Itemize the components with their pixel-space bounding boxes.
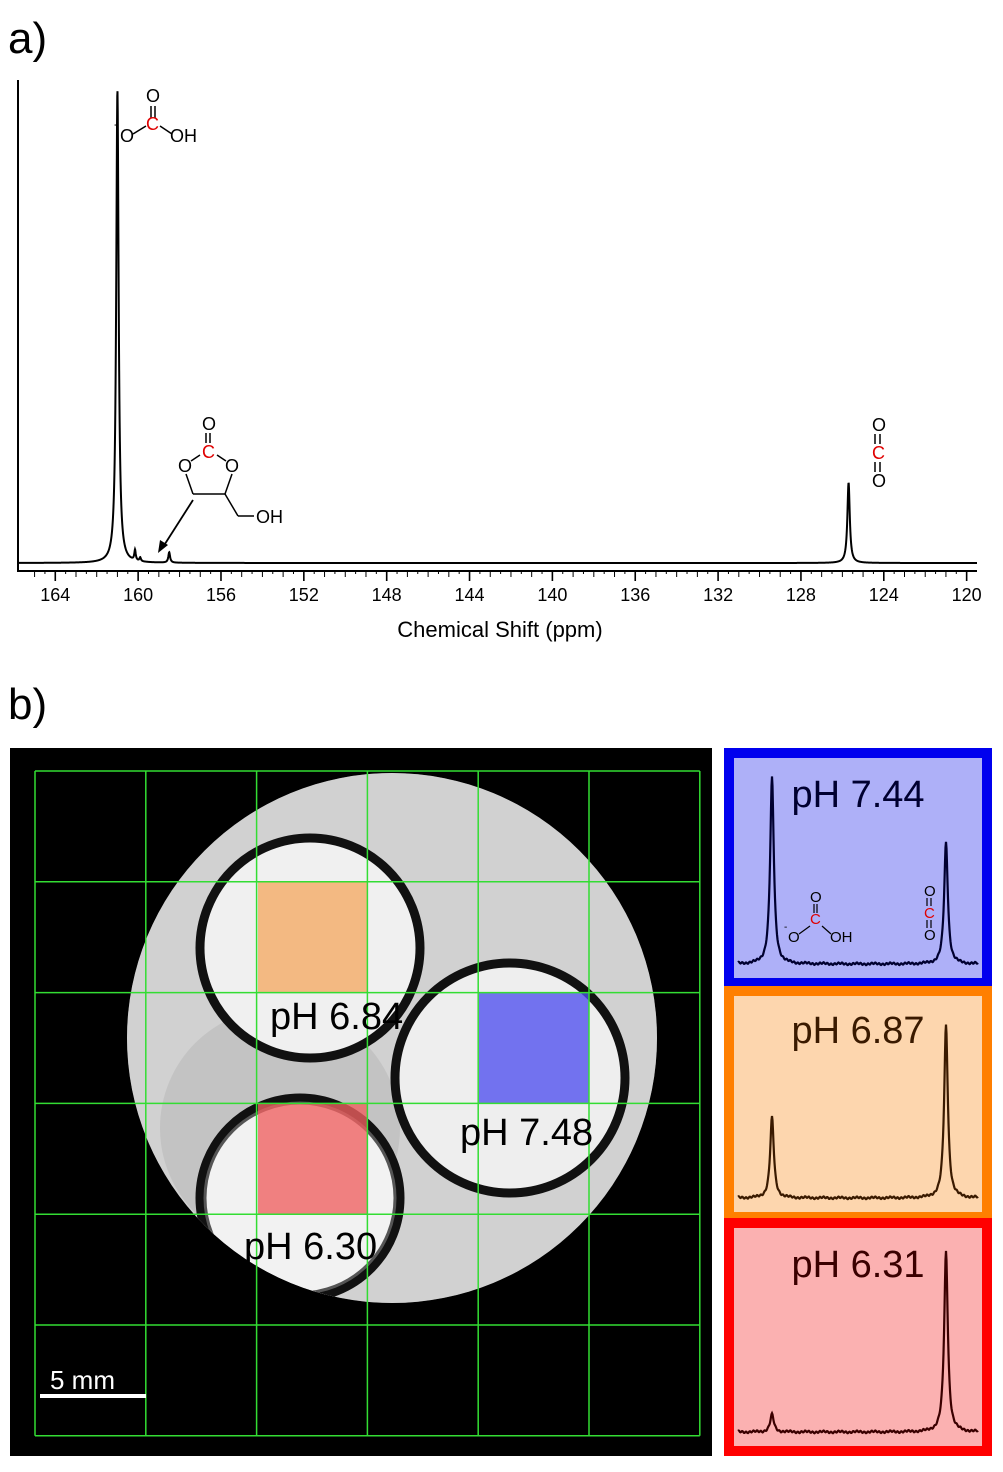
svg-text:C: C — [924, 905, 935, 922]
roi-2-label: pH 7.48 — [460, 1112, 594, 1154]
bicarbonate-structure: O C - O OH — [114, 86, 197, 146]
svg-text:-: - — [784, 922, 787, 933]
x-tick-label: 120 — [952, 585, 982, 605]
x-axis-label: Chemical Shift (ppm) — [397, 617, 602, 642]
cyclic-carbonate-structure: O C O O OH — [158, 414, 283, 553]
co2-structure: O C O — [872, 415, 886, 491]
svg-text:O: O — [924, 883, 936, 900]
spectrum-3-ph-label: pH 6.31 — [791, 1244, 925, 1286]
x-tick-label: 140 — [537, 585, 567, 605]
nmr-spectrum-chart: 164 160 156 152 148 144 140 136 132 128 124 120 Che… — [17, 80, 982, 642]
roi-3 — [258, 1104, 368, 1214]
svg-text:O: O — [810, 889, 822, 906]
x-tick-label: 132 — [703, 585, 733, 605]
spectrum-trace — [18, 91, 977, 564]
roi-3-label: pH 6.30 — [244, 1226, 378, 1268]
svg-text:O: O — [872, 471, 886, 491]
x-axis-ticks: 164 160 156 152 148 144 140 136 132 128 124 120 — [34, 571, 982, 605]
spectrum-panel-ph-7-44: pH 7.44 O C - O OH O C O — [724, 748, 992, 988]
scale-bar — [40, 1394, 146, 1398]
svg-text:C: C — [202, 442, 215, 462]
panel-a-label: a) — [8, 14, 48, 63]
x-tick-label: 152 — [289, 585, 319, 605]
spectrum-2-ph-label: pH 6.87 — [791, 1010, 925, 1052]
svg-text:OH: OH — [256, 507, 283, 527]
spectrum-panel-ph-6-31: pH 6.31 — [724, 1218, 992, 1456]
svg-text:C: C — [872, 443, 885, 463]
scale-bar-label: 5 mm — [50, 1365, 115, 1395]
roi-1 — [258, 882, 368, 992]
svg-text:C: C — [810, 911, 821, 928]
spectrum-panel-ph-6-87: pH 6.87 — [724, 986, 992, 1222]
svg-text:O: O — [202, 414, 216, 434]
svg-text:O: O — [225, 456, 239, 476]
svg-text:-: - — [114, 117, 118, 131]
svg-text:O: O — [146, 86, 160, 106]
roi-2 — [479, 993, 589, 1103]
spectrum-axes — [17, 80, 977, 572]
voxel-grid — [34, 770, 701, 1437]
x-tick-label: 124 — [869, 585, 899, 605]
svg-text:OH: OH — [830, 929, 853, 946]
mri-image: pH 6.84 pH 7.48 pH 6.30 5 mm — [10, 748, 712, 1456]
svg-text:O: O — [872, 415, 886, 435]
x-tick-label: 148 — [372, 585, 402, 605]
spectrum-trace-1 — [737, 776, 979, 967]
x-tick-label: 164 — [40, 585, 70, 605]
svg-text:O: O — [178, 456, 192, 476]
svg-text:C: C — [146, 114, 159, 134]
x-tick-label: 160 — [123, 585, 153, 605]
svg-text:O: O — [788, 929, 800, 946]
svg-text:OH: OH — [170, 126, 197, 146]
svg-text:O: O — [120, 126, 134, 146]
panel-b-label: b) — [8, 680, 48, 729]
spectrum-1-ph-label: pH 7.44 — [791, 774, 925, 816]
spectrum-1-structures: O C - O OH O C O — [784, 883, 936, 946]
x-tick-label: 136 — [620, 585, 650, 605]
spectrum-trace-3 — [737, 1250, 979, 1435]
x-tick-label: 144 — [455, 585, 485, 605]
svg-text:O: O — [924, 927, 936, 944]
x-tick-label: 128 — [786, 585, 816, 605]
spectrum-trace-2 — [737, 1024, 979, 1201]
x-tick-label: 156 — [206, 585, 236, 605]
roi-1-label: pH 6.84 — [270, 996, 404, 1038]
mri-phantom-graphic — [34, 770, 701, 1437]
